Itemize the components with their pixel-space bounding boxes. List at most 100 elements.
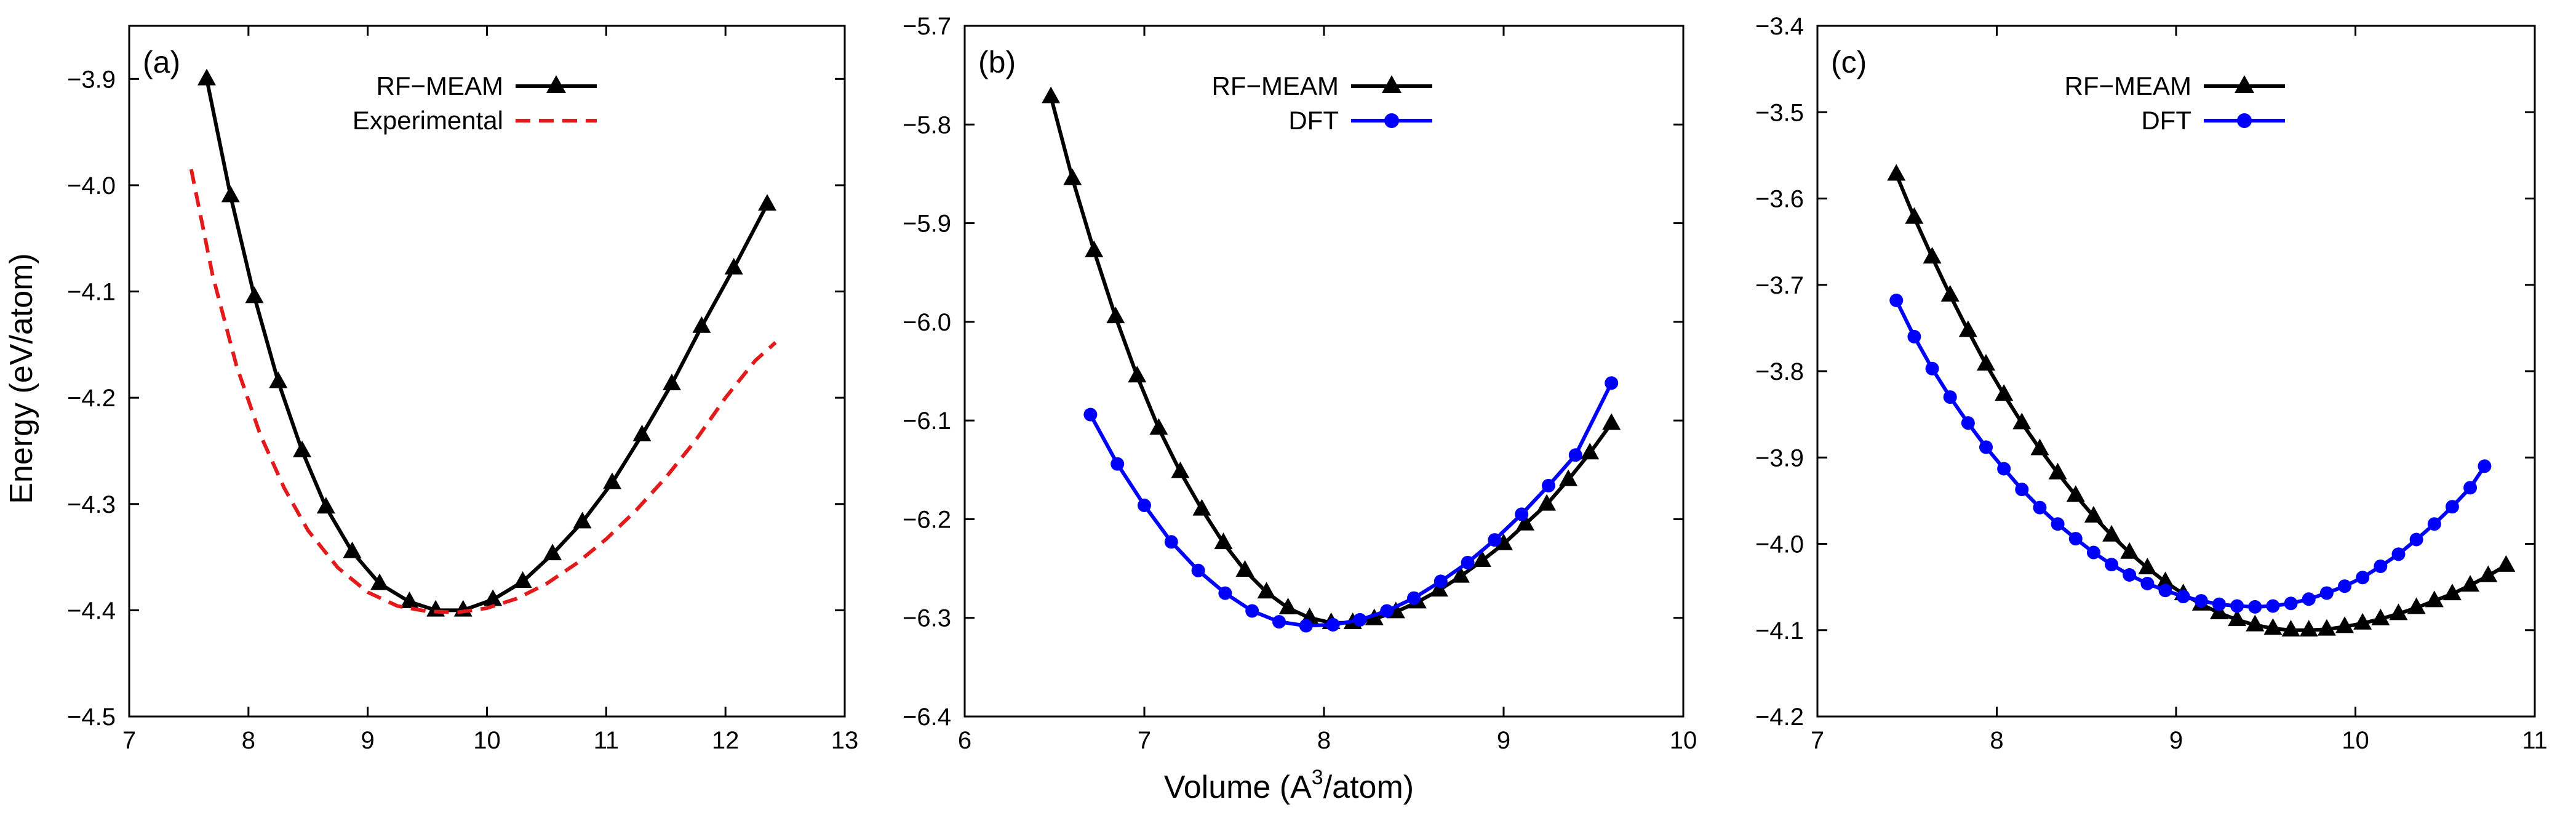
panel-a-rf-meam-point (543, 544, 562, 561)
panel-b-y-tick-label: −6.1 (903, 407, 951, 435)
panel-b-y-tick-label: −6.3 (903, 605, 951, 632)
panel-a-experimental-line (189, 169, 777, 614)
panel-a-rf-meam-point (573, 512, 592, 529)
panel-a-y-tick-label: −4.3 (67, 491, 116, 518)
panel-c-y-tick-label: −3.4 (1755, 13, 1804, 40)
panel-c-dft-point (2463, 481, 2478, 495)
panel-c-legend: RF−MEAM DFT (2064, 71, 2285, 135)
panel-c-rf-meam-point (2138, 558, 2157, 575)
panel-c-rf-meam-point (1923, 247, 1942, 264)
panel-c-series-rf-meam (1887, 164, 2516, 637)
panel-a-rf-meam-point (692, 316, 711, 333)
panel-a-series-experimental (189, 169, 777, 614)
panel-b-y-tick-label: −5.8 (903, 111, 951, 139)
panel-b-dft-point (1461, 555, 1475, 569)
panel-b-rf-meam-line (1049, 96, 1613, 625)
panel-b-dft-point (1380, 604, 1394, 618)
panels: 7 8 9 10 11 12 13 −4.5 −4.4 −4.3 −4.2 −4.1 −4.0 −3.9 (… (67, 13, 2548, 754)
panel-b-rf-meam-point (1602, 413, 1621, 430)
panel-c-rf-meam-point (2156, 571, 2175, 588)
panel-c-dft-point (2478, 459, 2492, 473)
panel-c-legend-marker-dft (2237, 113, 2252, 128)
panel-c-dft-line (1894, 299, 2486, 609)
panel-b-y-tick-label: −5.9 (903, 211, 951, 238)
panel-c-dft-point (2319, 586, 2334, 600)
panel-b-rf-meam-point (1494, 533, 1513, 550)
panel-c-dft-point (1961, 416, 1975, 430)
panel-c-rf-meam-point (2030, 438, 2049, 456)
panel-a-x-tick-label: 9 (361, 727, 375, 754)
panel-c-dft-point (2374, 559, 2388, 573)
panel-b-series-dft (1083, 376, 1619, 633)
panel-a-series-rf-meam (197, 68, 777, 617)
panel-b-rf-meam-point (1106, 307, 1125, 324)
panel-b-rf-meam-point (1214, 532, 1233, 550)
panel-a-rf-meam-point (603, 472, 622, 489)
panel-b-rf-meam-point (1257, 582, 1276, 599)
panel-c-x-tick-label: 8 (1990, 727, 2003, 754)
panel-b-y-tick-label: −6.0 (903, 309, 951, 336)
panel-b-rf-meam-point (1559, 469, 1578, 486)
panel-c-rf-meam-point (2012, 412, 2032, 430)
panel-b-rf-meam-point (1128, 366, 1147, 383)
panel-c-rf-meam-point (2353, 612, 2372, 630)
panel-b-x-tick-label: 10 (1670, 727, 1697, 754)
panel-a-rf-meam-point (293, 440, 312, 457)
x-axis-title: Volume (A3/atom) (1164, 766, 1414, 805)
panel-c-dft-point (2266, 599, 2280, 613)
x-axis-title-main: Volume (A (1164, 769, 1312, 805)
panel-c-rf-meam-point (1995, 384, 2014, 401)
panel-a-legend-label-experimental: Experimental (353, 106, 503, 135)
panel-c-rf-meam-point (2317, 619, 2336, 636)
panel-c-rf-meam-point (2371, 608, 2390, 625)
panel-a-rf-meam-point (724, 257, 743, 275)
panel-c-dft-point (2158, 584, 2172, 598)
panel-c-rf-meam-point (2425, 590, 2444, 608)
panel-b-x-tick-label: 6 (958, 727, 971, 754)
panel-c-dft-point (2015, 483, 2029, 497)
panel-c-rf-meam-point (2335, 616, 2355, 633)
panel-c-label: (c) (1831, 45, 1867, 79)
panel-a-x-tick-label: 12 (712, 727, 740, 754)
panel-b-dft-point (1515, 507, 1529, 521)
panel-a-x-tick-label: 8 (242, 727, 255, 754)
panel-a-rf-meam-point (662, 373, 681, 390)
panel-c-rf-meam-point (2497, 555, 2516, 572)
panel-a-rf-meam-point (269, 371, 288, 388)
panel-b-dft-point (1568, 448, 1582, 462)
panel-b-rf-meam-point (1278, 597, 1298, 614)
panel-c-dft-point (2409, 532, 2423, 547)
panel-a-rf-meam-point (632, 424, 652, 441)
panel-c-rf-meam-point (1905, 207, 1924, 224)
panel-c-rf-meam-point (2066, 485, 2085, 502)
panel-c-dft-point (2086, 545, 2100, 560)
panel-b-y-tick-label: −5.7 (903, 13, 951, 40)
panel-b-rf-meam-point (1235, 560, 1254, 577)
panel-a-y-tick-label: −4.2 (67, 385, 116, 412)
panel-c-dft-point (2427, 517, 2441, 531)
panel-a-rf-meam-point (221, 185, 240, 203)
panel-c-dft-point (2338, 579, 2352, 593)
panel-a-y-tick-label: −3.9 (67, 66, 116, 93)
panel-c-dft-point (2068, 532, 2083, 546)
panel-b-dft-point (1191, 563, 1205, 577)
panel-b-dft-point (1083, 407, 1098, 422)
panel-b-y-tick-label: −6.4 (903, 704, 951, 731)
panel-c-rf-meam-point (2048, 462, 2067, 480)
panel-c-series-dft (1889, 293, 2492, 614)
panel-c-y-tick-label: −3.5 (1755, 99, 1804, 126)
panel-c-dft-point (2033, 500, 2047, 515)
panel-a-y-tick-label: −4.1 (67, 279, 116, 306)
panel-b-rf-meam-point (1451, 566, 1470, 583)
panel-b-rf-meam-point (1472, 550, 1491, 568)
panel-a-rf-meam-point (370, 573, 389, 590)
panel-b-label: (b) (978, 45, 1016, 79)
panel-b-legend-marker-rf-meam (1382, 75, 1402, 93)
panel-c-rf-meam-point (2102, 524, 2121, 542)
panel-b-dft-point (1218, 586, 1232, 600)
panel-c-y-tick-label: −3.6 (1755, 186, 1804, 213)
panel-a-rf-meam-point (400, 591, 419, 608)
panel-a-x-tick-label: 10 (473, 727, 501, 754)
panel-b-rf-meam-point (1537, 494, 1557, 511)
